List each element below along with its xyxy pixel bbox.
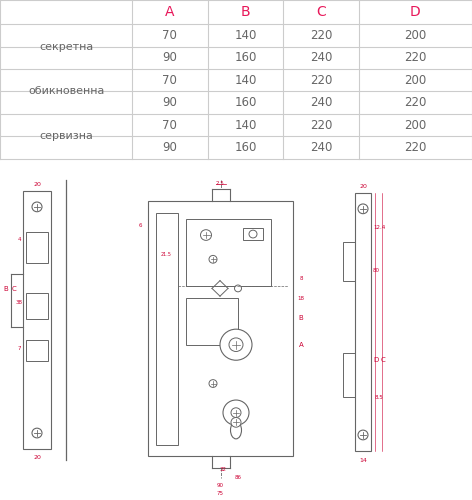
- Text: 200: 200: [404, 118, 427, 132]
- Text: 18: 18: [297, 296, 304, 300]
- Text: 2.5: 2.5: [216, 181, 225, 186]
- Circle shape: [229, 338, 243, 351]
- Text: 38: 38: [16, 300, 23, 306]
- Circle shape: [358, 204, 368, 214]
- Text: B: B: [241, 5, 250, 19]
- Text: 80: 80: [372, 268, 379, 274]
- Text: 90: 90: [217, 483, 224, 488]
- Text: C: C: [316, 5, 326, 19]
- Text: 8: 8: [299, 276, 303, 281]
- Text: 220: 220: [404, 141, 427, 154]
- Text: 200: 200: [404, 74, 427, 86]
- Bar: [26, 232, 48, 263]
- Text: B: B: [4, 286, 8, 292]
- Text: 8.5: 8.5: [375, 394, 383, 400]
- Text: 70: 70: [162, 118, 177, 132]
- Text: B: B: [299, 314, 303, 320]
- Circle shape: [231, 408, 241, 418]
- Text: 20: 20: [33, 182, 41, 187]
- Circle shape: [231, 418, 241, 427]
- Bar: [355, 194, 371, 450]
- Text: 90: 90: [162, 52, 177, 64]
- Text: 140: 140: [234, 74, 257, 86]
- Bar: [26, 340, 48, 361]
- Text: 4: 4: [17, 238, 21, 242]
- Ellipse shape: [230, 422, 242, 439]
- Text: 70: 70: [162, 29, 177, 42]
- Text: 12.4: 12.4: [373, 225, 385, 230]
- Text: 90: 90: [162, 96, 177, 109]
- Text: 240: 240: [310, 52, 332, 64]
- Bar: [156, 212, 178, 444]
- Text: 14: 14: [359, 458, 367, 462]
- Text: D: D: [410, 5, 421, 19]
- Text: 75: 75: [217, 490, 224, 496]
- Bar: [186, 218, 271, 286]
- Text: 20: 20: [33, 455, 41, 460]
- Text: 90: 90: [162, 141, 177, 154]
- Text: 220: 220: [310, 74, 332, 86]
- Text: 160: 160: [234, 141, 257, 154]
- Text: 7: 7: [17, 346, 21, 351]
- Bar: [243, 228, 263, 240]
- Circle shape: [209, 256, 217, 263]
- Text: обикновенна: обикновенна: [28, 86, 104, 97]
- Bar: [186, 298, 238, 344]
- Text: C: C: [12, 286, 17, 292]
- Bar: [23, 192, 51, 448]
- Circle shape: [209, 380, 217, 388]
- Text: A: A: [299, 342, 303, 347]
- Text: C: C: [380, 357, 385, 363]
- Text: A: A: [165, 5, 175, 19]
- Text: 220: 220: [310, 118, 332, 132]
- Circle shape: [201, 230, 211, 240]
- Circle shape: [32, 428, 42, 438]
- Bar: [148, 201, 293, 456]
- Text: 140: 140: [234, 29, 257, 42]
- Text: 140: 140: [234, 118, 257, 132]
- Text: D: D: [373, 357, 379, 363]
- Bar: [343, 242, 355, 281]
- Bar: [343, 354, 355, 397]
- Text: 20: 20: [359, 184, 367, 189]
- Text: 70: 70: [162, 74, 177, 86]
- Text: 6: 6: [138, 223, 142, 228]
- Circle shape: [32, 202, 42, 211]
- Text: 240: 240: [310, 141, 332, 154]
- Text: 200: 200: [404, 29, 427, 42]
- Bar: [26, 294, 48, 318]
- Circle shape: [358, 430, 368, 440]
- Circle shape: [223, 400, 249, 425]
- Text: 220: 220: [404, 52, 427, 64]
- Text: 160: 160: [234, 52, 257, 64]
- Text: 220: 220: [310, 29, 332, 42]
- Text: 220: 220: [404, 96, 427, 109]
- Circle shape: [235, 285, 242, 292]
- Circle shape: [249, 230, 257, 238]
- Circle shape: [220, 329, 252, 360]
- Text: 32: 32: [219, 468, 227, 472]
- Text: 240: 240: [310, 96, 332, 109]
- Text: сервизна: сервизна: [39, 132, 93, 141]
- Text: 21.5: 21.5: [160, 252, 171, 257]
- Text: 86: 86: [235, 475, 242, 480]
- Text: секретна: секретна: [39, 42, 93, 51]
- Text: 160: 160: [234, 96, 257, 109]
